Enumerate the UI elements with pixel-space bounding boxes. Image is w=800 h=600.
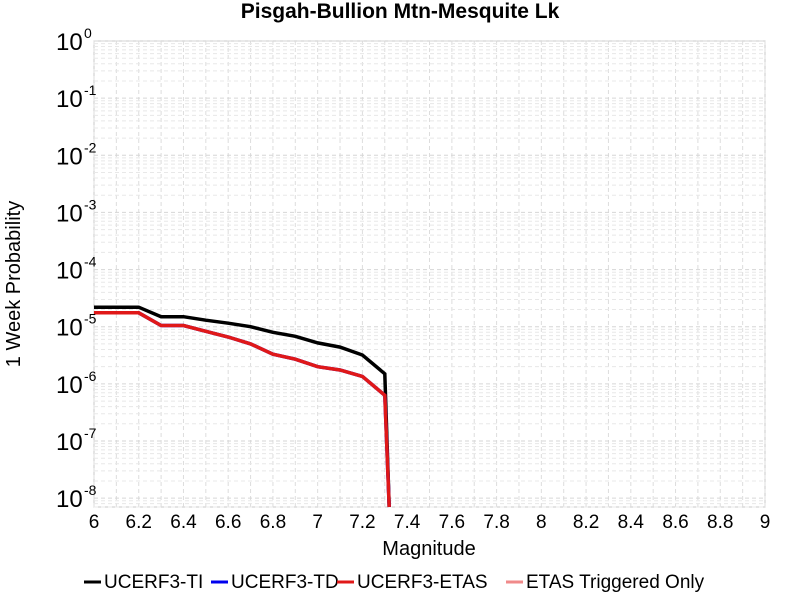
y-tick-exponent: -1: [84, 82, 97, 98]
y-tick-exponent: -8: [84, 482, 97, 498]
y-tick-label: 10 -6: [56, 368, 97, 399]
x-tick-label: 6.6: [215, 512, 241, 533]
legend-label: UCERF3-TI: [104, 572, 203, 593]
y-tick-base: 10: [56, 372, 83, 399]
x-tick-label: 8.8: [707, 512, 733, 533]
y-tick-label: 10 -7: [56, 425, 97, 456]
y-tick-base: 10: [56, 143, 83, 170]
legend-item: ETAS Triggered Only: [506, 572, 705, 593]
y-tick-base: 10: [56, 29, 83, 56]
x-tick-label: 9: [760, 512, 771, 533]
legend: UCERF3-TI UCERF3-TD UCERF3-ETAS ETAS Trigge…: [84, 572, 705, 593]
x-tick-label: 7.2: [349, 512, 375, 533]
y-tick-exponent: -5: [84, 311, 97, 327]
legend-item: UCERF3-ETAS: [337, 572, 488, 593]
y-tick-exponent: -6: [84, 368, 97, 384]
x-tick-label: 8: [536, 512, 547, 533]
y-tick-label: 10 -2: [56, 139, 97, 170]
y-tick-exponent: 0: [84, 25, 92, 41]
grid: [93, 40, 766, 508]
x-tick-labels: 6 6.2 6.4 6.6 6.8 7 7.2 7.4 7.6 7.8 8 8.2 8.4 8.6 8.8 9: [89, 512, 771, 533]
legend-label: UCERF3-TD: [231, 572, 339, 593]
x-tick-label: 6.2: [126, 512, 152, 533]
x-tick-label: 8.6: [662, 512, 688, 533]
y-tick-label: 10 -3: [56, 196, 97, 227]
y-tick-base: 10: [56, 200, 83, 227]
x-tick-label: 8.2: [573, 512, 599, 533]
y-tick-exponent: -2: [84, 139, 97, 155]
legend-label: UCERF3-ETAS: [357, 572, 488, 593]
y-tick-label: 10 -8: [56, 482, 97, 513]
legend-item: UCERF3-TI: [84, 572, 203, 593]
y-tick-label: 10 -1: [56, 82, 97, 113]
y-tick-base: 10: [56, 486, 83, 513]
y-tick-exponent: -4: [84, 254, 97, 270]
x-tick-label: 7.4: [394, 512, 421, 533]
series-layer: [94, 305, 391, 508]
y-tick-base: 10: [56, 429, 83, 456]
y-tick-label: 10 -5: [56, 311, 97, 342]
x-tick-label: 6.4: [170, 512, 197, 533]
y-tick-label: 10 0: [56, 25, 92, 56]
y-tick-base: 10: [56, 86, 83, 113]
series-line-2: [94, 311, 391, 508]
y-tick-label: 10 -4: [56, 254, 97, 285]
legend-label: ETAS Triggered Only: [526, 572, 705, 593]
x-tick-label: 6.8: [260, 512, 286, 533]
x-tick-label: 7: [312, 512, 323, 533]
y-tick-exponent: -7: [84, 425, 97, 441]
series-line-0: [94, 305, 391, 508]
x-tick-label: 6: [89, 512, 100, 533]
x-tick-label: 7.8: [483, 512, 509, 533]
y-tick-base: 10: [56, 315, 83, 342]
legend-item: UCERF3-TD: [211, 572, 339, 593]
y-tick-exponent: -3: [84, 196, 97, 212]
x-axis-label: Magnitude: [382, 538, 475, 560]
y-axis-label: 1 Week Probability: [3, 201, 25, 367]
x-tick-label: 7.6: [439, 512, 465, 533]
y-tick-base: 10: [56, 258, 83, 285]
chart-title: Pisgah-Bullion Mtn-Mesquite Lk: [241, 0, 560, 23]
x-tick-label: 8.4: [618, 512, 645, 533]
